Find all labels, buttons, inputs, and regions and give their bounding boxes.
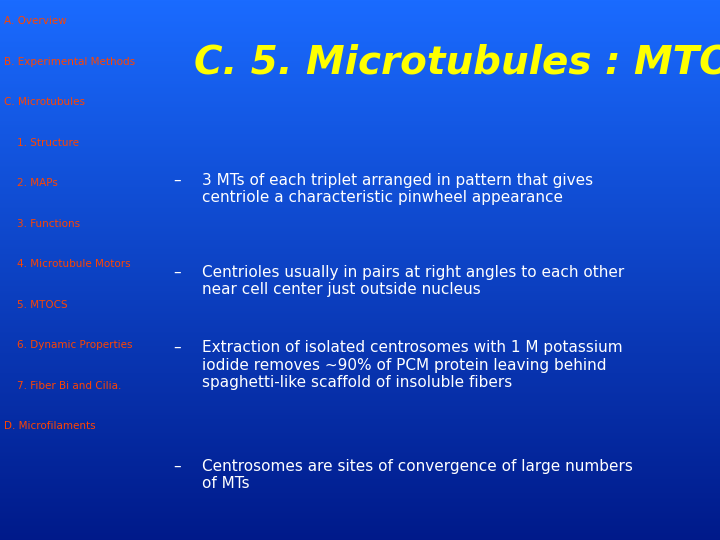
Text: Centrosomes are sites of convergence of large numbers
of MTs: Centrosomes are sites of convergence of … xyxy=(202,459,632,491)
Text: –: – xyxy=(173,340,181,355)
Text: 2. MAPs: 2. MAPs xyxy=(17,178,58,188)
Text: –: – xyxy=(173,459,181,474)
Text: Centrioles usually in pairs at right angles to each other
near cell center just : Centrioles usually in pairs at right ang… xyxy=(202,265,624,297)
Text: 4. Microtubule Motors: 4. Microtubule Motors xyxy=(17,259,130,269)
Text: B. Experimental Methods: B. Experimental Methods xyxy=(4,57,135,67)
Text: Extraction of isolated centrosomes with 1 M potassium
iodide removes ~90% of PCM: Extraction of isolated centrosomes with … xyxy=(202,340,622,390)
Text: 1. Structure: 1. Structure xyxy=(17,138,78,148)
Text: A. Overview: A. Overview xyxy=(4,16,66,26)
Text: 3. Functions: 3. Functions xyxy=(17,219,80,229)
Text: 3 MTs of each triplet arranged in pattern that gives
centriole a characteristic : 3 MTs of each triplet arranged in patter… xyxy=(202,173,593,205)
Text: 6. Dynamic Properties: 6. Dynamic Properties xyxy=(17,340,132,350)
Text: 5. MTOCS: 5. MTOCS xyxy=(17,300,67,310)
Text: 7. Fiber Bi and Cilia.: 7. Fiber Bi and Cilia. xyxy=(17,381,121,391)
Text: D. Microfilaments: D. Microfilaments xyxy=(4,421,95,431)
Text: –: – xyxy=(173,265,181,280)
Text: C. Microtubules: C. Microtubules xyxy=(4,97,85,107)
Text: –: – xyxy=(173,173,181,188)
Text: C. 5. Microtubules : MTOCS: C. 5. Microtubules : MTOCS xyxy=(194,43,720,81)
